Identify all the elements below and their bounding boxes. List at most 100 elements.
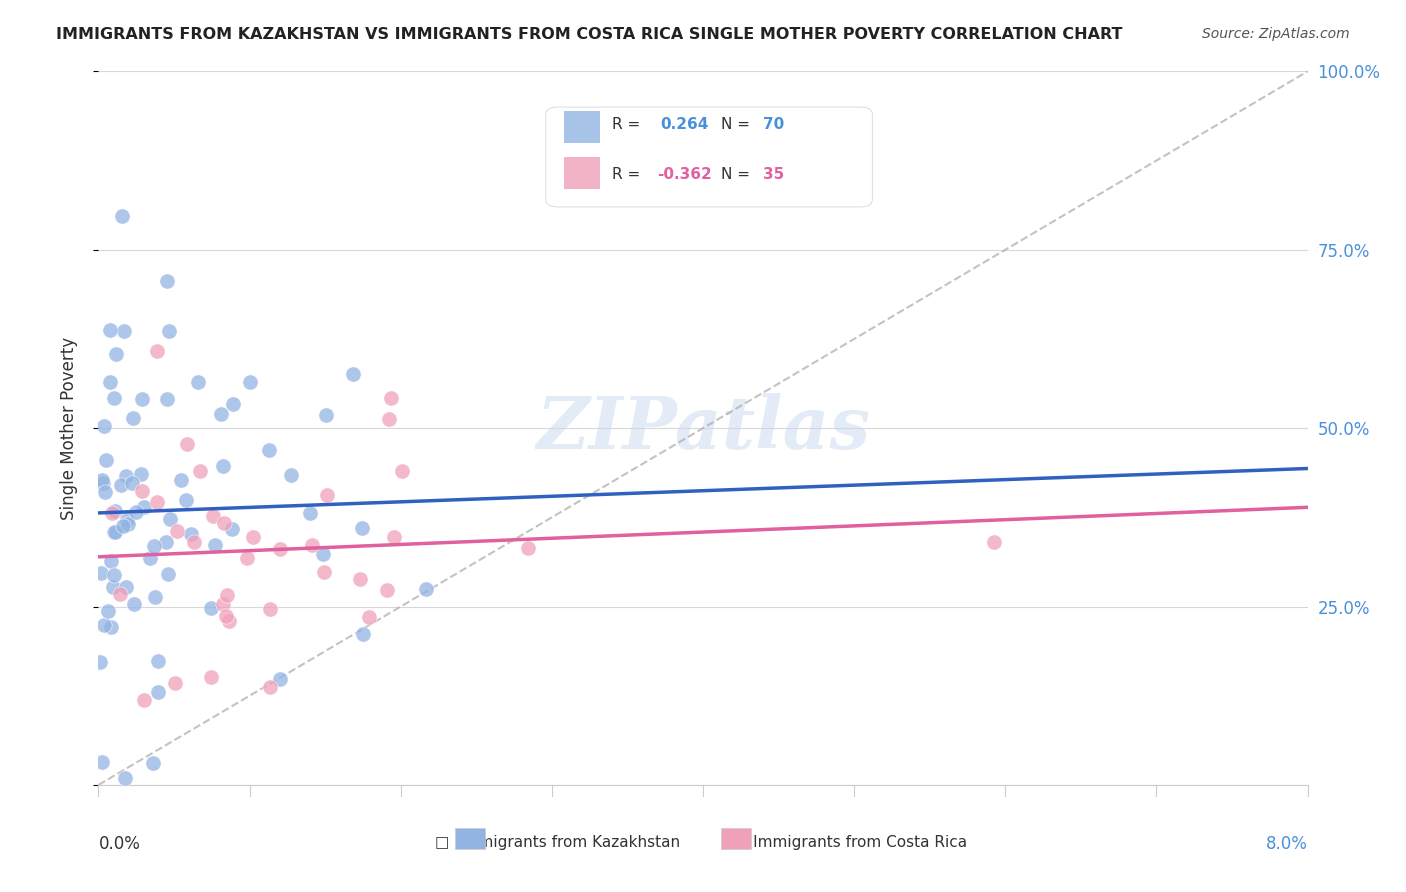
Point [187,376,209,390]
Text: N =: N = [721,118,755,132]
Point [139,551,162,566]
Point [156,274,179,288]
Point [114,469,136,483]
Text: R =: R = [613,168,645,182]
Point [157,325,180,339]
Point [176,436,198,450]
Point [110,587,132,601]
Point [221,522,243,536]
Point [91,473,114,487]
Point [121,475,143,490]
Point [180,527,202,541]
Text: N =: N = [721,168,755,182]
Point [380,391,402,405]
Point [314,566,336,580]
Point [124,505,146,519]
Point [100,554,122,568]
Point [89,655,111,669]
Point [146,495,169,509]
Point [257,442,280,457]
Point [131,392,153,406]
FancyBboxPatch shape [564,111,600,143]
Y-axis label: Single Mother Poverty: Single Mother Poverty [59,336,77,520]
Point [315,409,337,423]
Point [188,464,211,478]
Point [115,580,138,594]
Point [103,524,125,539]
Point [98,322,121,336]
Point [516,541,538,555]
Point [312,547,335,561]
Point [239,375,262,389]
Point [122,411,145,425]
Point [101,506,124,520]
Point [101,580,124,594]
Point [114,324,136,338]
Point [269,542,291,557]
Point [145,343,167,358]
Text: 0.0%: 0.0% [98,835,141,853]
Point [349,573,371,587]
Point [204,538,226,552]
Point [259,601,281,615]
Text: 8.0%: 8.0% [1265,835,1308,853]
Point [236,550,259,565]
Point [129,467,152,481]
Point [114,771,136,785]
Point [342,367,364,381]
Point [259,680,281,694]
Point [983,535,1005,549]
FancyBboxPatch shape [456,828,485,849]
Point [375,583,398,598]
FancyBboxPatch shape [564,157,600,189]
Point [112,518,135,533]
Point [315,488,337,502]
Point [131,484,153,499]
Point [91,476,114,491]
Point [222,397,245,411]
Point [155,535,177,549]
Point [415,582,437,596]
Point [111,210,134,224]
Point [110,478,132,492]
Point [378,412,401,426]
Point [97,604,120,618]
Point [93,419,115,434]
Point [212,458,235,473]
Point [200,600,222,615]
Text: R =: R = [613,118,645,132]
Point [103,392,125,406]
Text: 70: 70 [763,118,785,132]
Point [117,516,139,531]
Point [134,500,156,515]
Point [156,392,179,407]
Point [215,609,238,624]
Point [384,530,406,544]
Point [212,597,235,611]
Point [103,568,125,582]
Point [122,597,145,611]
Point [391,464,413,478]
Point [301,538,323,552]
Point [156,567,179,582]
Point [132,693,155,707]
Text: -0.362: -0.362 [657,168,711,182]
Point [202,508,225,523]
Point [174,493,197,508]
Point [146,654,169,668]
Point [352,626,374,640]
Point [357,609,380,624]
Text: □  Immigrants from Costa Rica: □ Immigrants from Costa Rica [730,835,967,850]
Point [352,521,374,535]
Point [242,530,264,544]
Text: ZIPatlas: ZIPatlas [536,392,870,464]
Point [104,504,127,518]
Text: 35: 35 [763,168,785,182]
Point [169,474,191,488]
Point [183,535,205,549]
Point [200,671,222,685]
Point [115,513,138,527]
Point [98,375,121,389]
Point [166,524,188,539]
Point [94,485,117,500]
